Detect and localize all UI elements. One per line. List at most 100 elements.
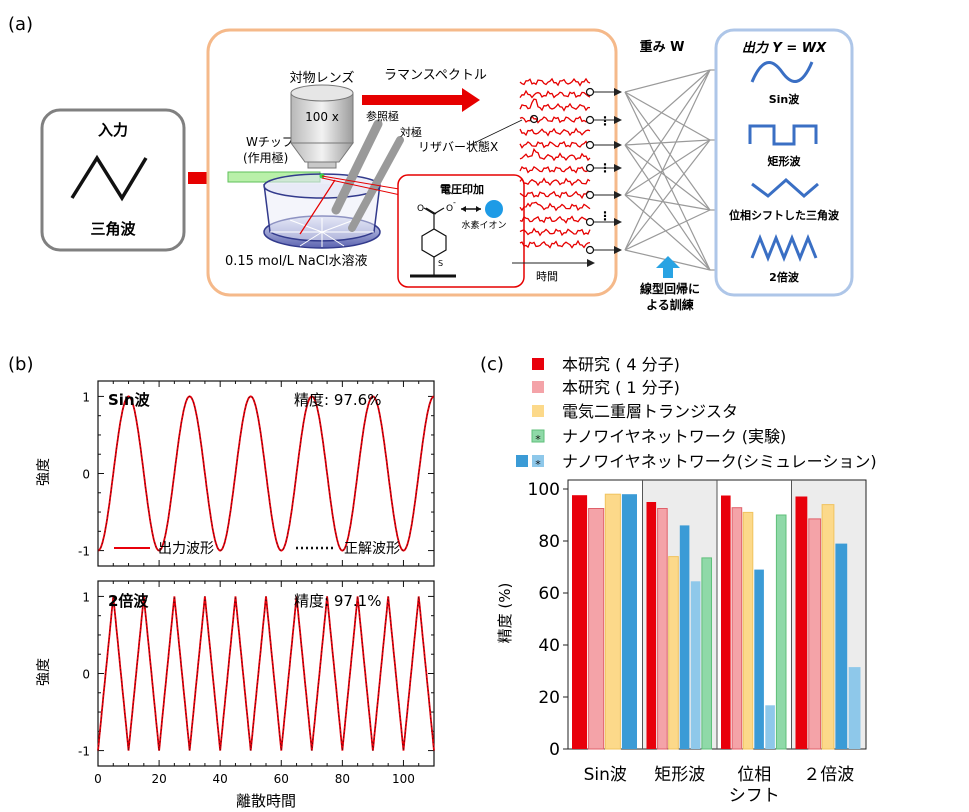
legend-swatch (532, 381, 544, 393)
panel-b-label: (b) (8, 354, 33, 375)
bar (795, 496, 808, 749)
spectrum-line (519, 165, 591, 174)
panel-c-legend: 本研究 ( 4 分子) 本研究 ( 1 分子) 電気二重層トランジスタ * ナノワイヤネ… (516, 355, 877, 471)
x-tick-label: 0 (94, 772, 102, 786)
network-node (585, 190, 595, 200)
x-tick-label: ２倍波 (803, 765, 854, 785)
network-node (585, 245, 595, 255)
bar (754, 569, 764, 749)
plot-frame (97, 580, 435, 767)
spectrum-line (519, 147, 591, 162)
output-item-3: 2倍波 (769, 270, 800, 284)
dots-1: ⋮ (599, 114, 611, 128)
legend-swatch (532, 455, 544, 467)
panel-a-label: (a) (8, 14, 33, 35)
spectrum-line (519, 201, 591, 212)
spectrum-line (519, 227, 591, 237)
weight-edge (624, 91, 711, 271)
bar (679, 525, 690, 749)
bar (701, 557, 713, 750)
top-plot-title: Sin波 (108, 391, 151, 409)
reservoir-label: リザバー状態X (418, 139, 498, 154)
y-tick-label: -1 (78, 545, 90, 559)
spectrum-line (519, 98, 591, 112)
legend-swatch (516, 455, 528, 467)
bottom-ylabel: 強度 (36, 658, 52, 686)
legend-star: * (535, 458, 541, 471)
legend-label: 電気二重層トランジスタ (562, 402, 738, 421)
y-tick-label: 0 (549, 740, 560, 760)
y-tick-label: 1 (82, 590, 90, 604)
bar (721, 495, 731, 749)
o-minus-label: O (446, 204, 453, 214)
panel-c-chart: 0 20 40 60 80 100 Sin波 矩形波 位相シフト ２倍波 (528, 479, 867, 806)
legend-label: ナノワイヤネットワーク(シミュレーション) (562, 452, 877, 471)
bar (572, 495, 588, 749)
training-arrow-icon (656, 256, 680, 278)
x-tick-label: Sin波 (584, 765, 627, 785)
spectrum-line (519, 140, 591, 149)
lens-top (290, 84, 354, 102)
ion-label: 水素イオン (461, 219, 506, 231)
network-node (585, 87, 595, 97)
spectrum-line (519, 190, 591, 200)
zoom-line-1 (321, 175, 406, 191)
weight-edge (624, 139, 711, 196)
bar (588, 508, 605, 750)
lens-cone (290, 142, 354, 163)
bar (731, 507, 743, 750)
weight-edge (624, 194, 711, 271)
bar (775, 514, 787, 750)
training-label-line1: 線型回帰に (640, 281, 700, 296)
weight-edge (624, 139, 711, 251)
counter-electrode-label: 対極 (400, 125, 422, 139)
training-label-line2: よる訓練 (646, 297, 694, 312)
output-box (714, 28, 854, 297)
bar (765, 705, 775, 749)
bar (621, 494, 637, 749)
time-label: 時間 (536, 270, 558, 283)
output-waveform (97, 395, 435, 552)
legend-output-label: 出力波形 (158, 541, 214, 557)
spectrum-line (519, 77, 591, 87)
solution-pointer (299, 179, 336, 235)
x-tick-label: 80 (335, 772, 350, 786)
spectrum-line (519, 127, 591, 137)
triangle-wave-icon (70, 154, 148, 202)
legend-label: 本研究 ( 1 分子) (562, 378, 680, 397)
x-tick-label: シフト (729, 786, 780, 806)
legend-target-label: 正解波形 (344, 541, 400, 557)
input-box (40, 108, 186, 252)
spectrum-line (519, 177, 591, 187)
reference-electrode-icon (331, 119, 383, 215)
x-tick-label: 矩形波 (654, 765, 705, 785)
legend-label: 本研究 ( 4 分子) (562, 355, 680, 374)
zoom-line-2 (321, 177, 406, 197)
y-tick-label: 60 (538, 584, 560, 604)
double-wave-icon (750, 233, 818, 263)
spectrum-line (519, 89, 591, 99)
panel-c-label: (c) (480, 354, 504, 375)
weight-label: 重み W (640, 39, 685, 55)
spectrum-line (519, 115, 591, 124)
bar (646, 502, 657, 749)
spectrum-line (519, 239, 591, 249)
bar (604, 493, 621, 750)
output-title: 出力 Y = WX (742, 40, 827, 56)
bar (835, 543, 848, 749)
network-node (585, 163, 595, 173)
bar (808, 518, 822, 750)
bar (668, 556, 679, 750)
weight-edge (624, 144, 711, 271)
x-tick-label: 20 (151, 772, 166, 786)
x-tick-label: 100 (392, 772, 415, 786)
x-tick-label: 60 (274, 772, 289, 786)
o-label: O (417, 204, 424, 214)
legend-label: ナノワイヤネットワーク (実験) (562, 427, 786, 446)
panel-b-plots: 1 0 -1 1 0 -1 0 20 40 60 80 100 (78, 380, 435, 786)
weight-edge (624, 139, 711, 146)
weight-edge (624, 194, 711, 211)
weight-edge (624, 91, 711, 141)
legend-star: * (535, 433, 541, 446)
counter-electrode-icon (348, 136, 404, 232)
